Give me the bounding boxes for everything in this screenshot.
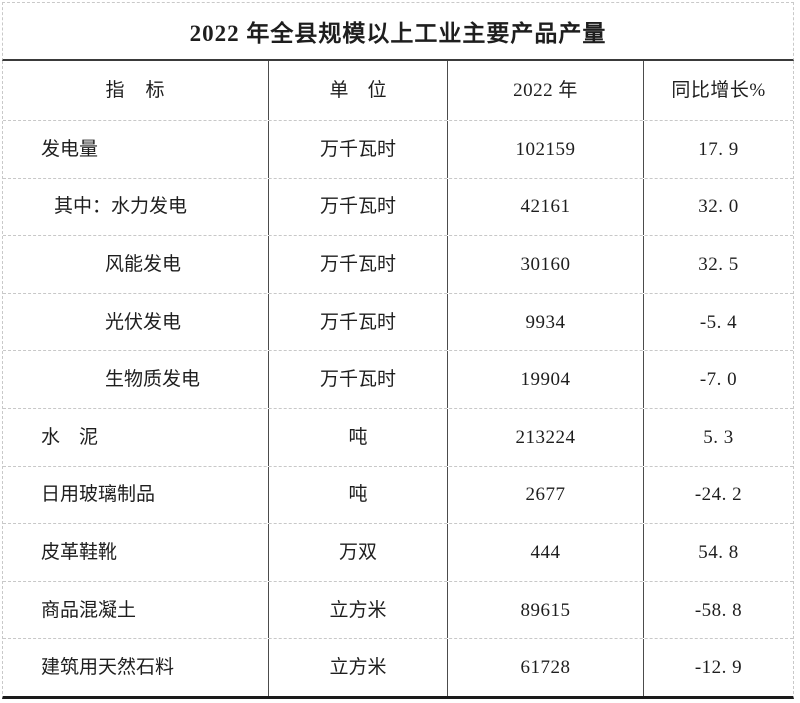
table-row: 光伏发电 万千瓦时 9934 -5. 4 <box>3 293 793 352</box>
table-row: 水 泥 吨 213224 5. 3 <box>3 408 793 467</box>
growth-cell: 54. 8 <box>643 524 793 581</box>
unit-cell: 吨 <box>268 408 447 466</box>
value-cell: 444 <box>447 524 643 581</box>
unit-cell: 立方米 <box>268 639 447 696</box>
indicator-cell: 水 泥 <box>41 426 99 448</box>
growth-cell: -5. 4 <box>643 293 793 351</box>
col-header-year: 2022 年 <box>447 61 643 120</box>
indicator-cell: 风能发电 <box>105 253 182 275</box>
growth-cell: 32. 0 <box>643 178 793 236</box>
growth-cell: -7. 0 <box>643 351 793 408</box>
table-row: 其中：水力发电 万千瓦时 42161 32. 0 <box>3 178 793 237</box>
value-cell: 61728 <box>447 639 643 696</box>
indicator-cell: 其中：水力发电 <box>54 196 188 218</box>
table-row: 风能发电 万千瓦时 30160 32. 5 <box>3 236 793 294</box>
value-cell: 42161 <box>447 178 643 236</box>
indicator-cell: 商品混凝土 <box>41 599 137 621</box>
value-cell: 9934 <box>447 293 643 351</box>
growth-cell: -24. 2 <box>643 466 793 524</box>
table-row: 日用玻璃制品 吨 2677 -24. 2 <box>3 466 793 525</box>
growth-cell: -58. 8 <box>643 581 793 639</box>
indicator-cell: 建筑用天然石料 <box>41 657 175 679</box>
value-cell: 89615 <box>447 581 643 639</box>
unit-cell: 万千瓦时 <box>268 236 447 293</box>
value-cell: 19904 <box>447 351 643 408</box>
indicator-cell: 发电量 <box>41 138 99 160</box>
unit-cell: 万千瓦时 <box>268 293 447 351</box>
value-cell: 213224 <box>447 408 643 466</box>
table-header-row: 指 标 单 位 2022 年 同比增长% <box>3 61 793 121</box>
growth-cell: 17. 9 <box>643 121 793 178</box>
table-title: 2022 年全县规模以上工业主要产品产量 <box>2 2 794 61</box>
indicator-cell: 光伏发电 <box>105 311 182 333</box>
unit-cell: 万双 <box>268 524 447 581</box>
table-grid: 指 标 单 位 2022 年 同比增长% 发电量 万千瓦时 102159 17.… <box>2 61 794 699</box>
table-row: 建筑用天然石料 立方米 61728 -12. 9 <box>3 639 793 696</box>
value-cell: 30160 <box>447 236 643 293</box>
indicator-cell: 皮革鞋靴 <box>41 541 118 563</box>
growth-cell: 32. 5 <box>643 236 793 293</box>
table-row: 皮革鞋靴 万双 444 54. 8 <box>3 524 793 582</box>
indicator-cell: 生物质发电 <box>105 369 201 391</box>
value-cell: 102159 <box>447 121 643 178</box>
table-row: 商品混凝土 立方米 89615 -58. 8 <box>3 581 793 640</box>
unit-cell: 万千瓦时 <box>268 351 447 408</box>
table-row: 生物质发电 万千瓦时 19904 -7. 0 <box>3 351 793 409</box>
unit-cell: 吨 <box>268 466 447 524</box>
table-row: 发电量 万千瓦时 102159 17. 9 <box>3 121 793 179</box>
col-header-growth: 同比增长% <box>643 61 793 120</box>
unit-cell: 万千瓦时 <box>268 121 447 178</box>
value-cell: 2677 <box>447 466 643 524</box>
unit-cell: 万千瓦时 <box>268 178 447 236</box>
table-title-text: 2022 年全县规模以上工业主要产品产量 <box>189 21 607 46</box>
indicator-cell: 日用玻璃制品 <box>41 484 156 506</box>
unit-cell: 立方米 <box>268 581 447 639</box>
growth-cell: 5. 3 <box>643 408 793 466</box>
growth-cell: -12. 9 <box>643 639 793 696</box>
col-header-indicator: 指 标 <box>105 80 166 101</box>
col-header-unit: 单 位 <box>268 61 447 120</box>
